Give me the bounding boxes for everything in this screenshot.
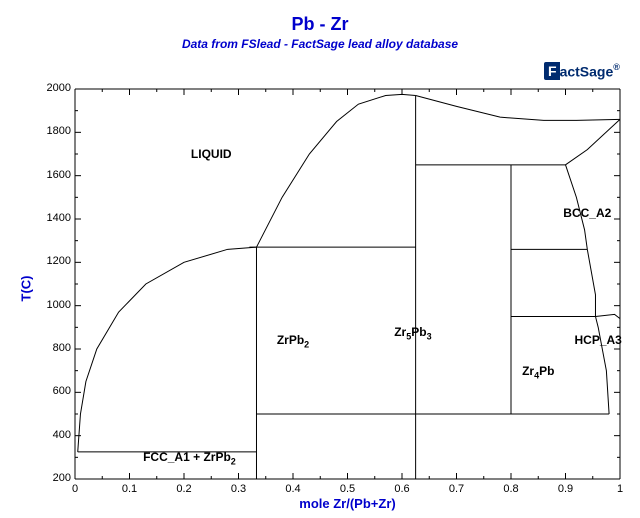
y-tick-label: 1400 xyxy=(47,212,71,224)
phase-diagram-svg xyxy=(0,14,640,518)
region-label: Zr4Pb xyxy=(522,364,554,380)
region-label: LIQUID xyxy=(191,147,232,161)
y-tick-label: 1000 xyxy=(47,299,71,311)
x-tick-label: 0.6 xyxy=(390,483,414,495)
x-tick-label: 0.9 xyxy=(554,483,578,495)
x-tick-label: 0.5 xyxy=(336,483,360,495)
region-label: Zr5Pb3 xyxy=(394,325,431,341)
x-tick-label: 0.2 xyxy=(172,483,196,495)
y-tick-label: 600 xyxy=(53,385,71,397)
y-tick-label: 1600 xyxy=(47,169,71,181)
x-tick-label: 0.1 xyxy=(118,483,142,495)
x-tick-label: 1 xyxy=(608,483,632,495)
y-tick-label: 400 xyxy=(53,429,71,441)
region-label: HCP_A3 xyxy=(575,333,622,347)
x-tick-label: 0 xyxy=(63,483,87,495)
x-tick-label: 0.8 xyxy=(499,483,523,495)
x-tick-label: 0.7 xyxy=(445,483,469,495)
y-tick-label: 200 xyxy=(53,472,71,484)
y-tick-label: 800 xyxy=(53,342,71,354)
region-label: BCC_A2 xyxy=(563,206,611,220)
x-tick-label: 0.3 xyxy=(227,483,251,495)
x-tick-label: 0.4 xyxy=(281,483,305,495)
y-tick-label: 1200 xyxy=(47,255,71,267)
region-label: FCC_A1 + ZrPb2 xyxy=(143,450,236,466)
y-tick-label: 2000 xyxy=(47,82,71,94)
region-label: ZrPb2 xyxy=(277,333,309,349)
y-tick-label: 1800 xyxy=(47,125,71,137)
